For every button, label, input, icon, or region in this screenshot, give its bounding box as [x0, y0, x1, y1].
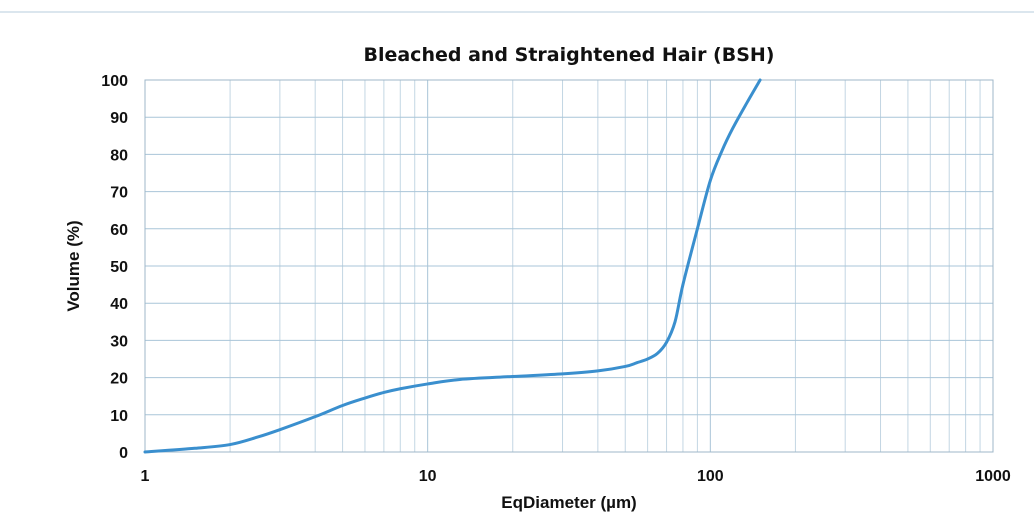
- x-tick-label: 100: [697, 468, 724, 485]
- y-tick-label: 40: [110, 296, 128, 313]
- y-tick-label: 70: [110, 185, 128, 202]
- x-axis-label: EqDiameter (µm): [501, 493, 636, 512]
- x-tick-label: 10: [419, 468, 437, 485]
- y-tick-label: 60: [110, 222, 128, 239]
- series-line-bsh: [143, 78, 762, 454]
- y-tick-label: 30: [110, 333, 128, 350]
- y-tick-label: 50: [110, 259, 128, 276]
- x-tick-label: 1: [141, 468, 150, 485]
- x-tick-labels: 1 10 100 1000: [141, 468, 1011, 485]
- plot-frame: [144, 79, 994, 453]
- y-tick-label: 10: [110, 408, 128, 425]
- top-divider: [0, 11, 1034, 13]
- y-axis-label: Volume (%): [64, 220, 83, 311]
- x-tick-label: 1000: [975, 468, 1011, 485]
- chart-title: Bleached and Straightened Hair (BSH): [363, 44, 774, 66]
- y-tick-label: 0: [119, 445, 128, 462]
- y-tick-label: 90: [110, 110, 128, 127]
- y-tick-label: 100: [101, 73, 128, 90]
- y-tick-labels: 0 10 20 30 40 50 60 70 80 90 100: [101, 73, 128, 462]
- y-tick-label: 80: [110, 147, 128, 164]
- grid: [144, 79, 994, 453]
- y-tick-label: 20: [110, 371, 128, 388]
